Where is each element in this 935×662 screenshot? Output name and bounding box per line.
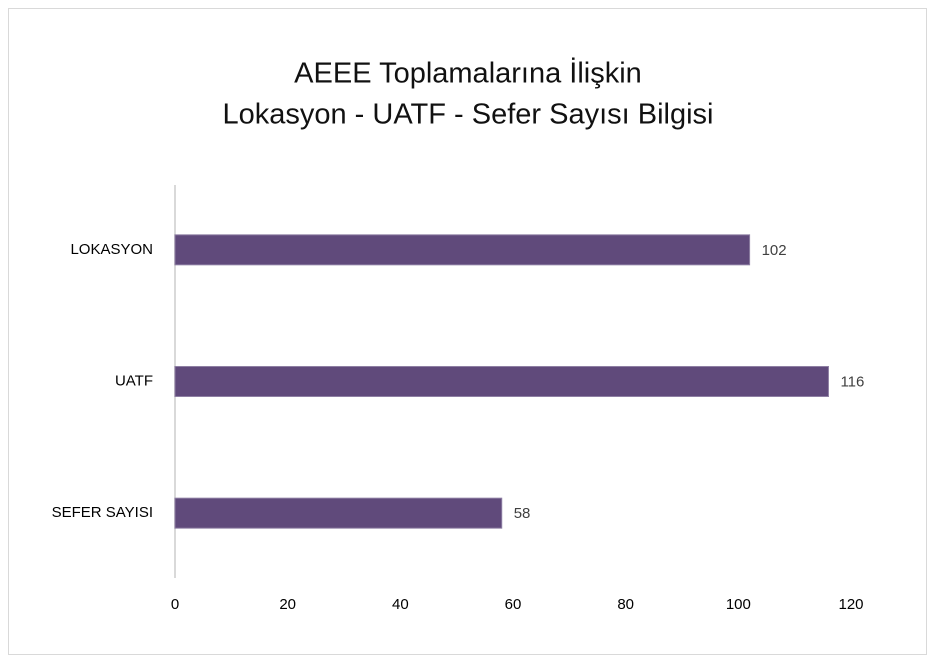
bar bbox=[174, 366, 829, 397]
chart-border bbox=[8, 8, 927, 655]
bar bbox=[174, 234, 751, 266]
x-tick-label: 40 bbox=[392, 596, 409, 613]
x-tick-label: 120 bbox=[838, 596, 863, 613]
x-tick-label: 80 bbox=[617, 596, 634, 613]
bar bbox=[174, 497, 503, 529]
y-tick-label: SEFER SAYISI bbox=[52, 504, 153, 521]
data-label: 58 bbox=[514, 505, 531, 522]
x-tick-label: 60 bbox=[505, 596, 522, 613]
data-label: 116 bbox=[840, 373, 864, 390]
y-tick-label: UATF bbox=[115, 372, 153, 389]
chart-title: AEEE Toplamalarına İlişkin bbox=[294, 57, 642, 90]
x-tick-label: 20 bbox=[279, 596, 296, 613]
data-label: 102 bbox=[762, 242, 787, 259]
chart-title: Lokasyon - UATF - Sefer Sayısı Bilgisi bbox=[222, 99, 713, 131]
y-tick-label: LOKASYON bbox=[70, 241, 153, 258]
x-tick-label: 100 bbox=[726, 596, 751, 613]
x-tick-label: 0 bbox=[171, 596, 179, 613]
